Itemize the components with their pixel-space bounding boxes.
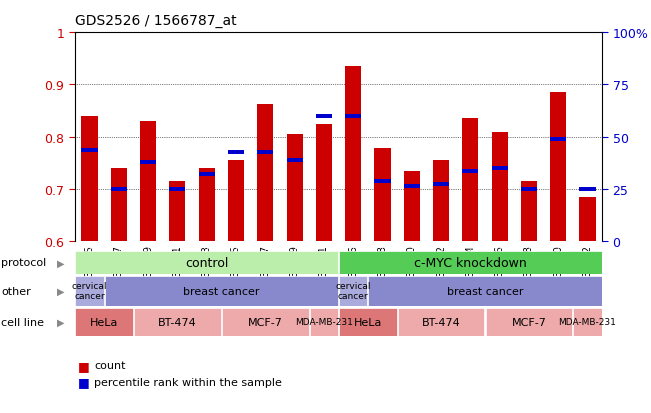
Bar: [404, 171, 420, 242]
Bar: [257, 105, 273, 242]
Text: percentile rank within the sample: percentile rank within the sample: [94, 377, 283, 387]
Bar: [374, 180, 391, 184]
Bar: [316, 124, 332, 242]
Bar: [286, 135, 303, 242]
Bar: [579, 197, 596, 242]
Text: cell line: cell line: [1, 317, 44, 327]
Text: MCF-7: MCF-7: [512, 317, 546, 327]
Text: c-MYC knockdown: c-MYC knockdown: [414, 256, 527, 269]
Bar: [345, 114, 361, 119]
FancyBboxPatch shape: [339, 251, 602, 274]
FancyBboxPatch shape: [222, 308, 309, 336]
Bar: [521, 188, 537, 192]
Bar: [140, 160, 156, 164]
Text: MCF-7: MCF-7: [248, 317, 283, 327]
Text: ▶: ▶: [57, 258, 64, 268]
Bar: [111, 169, 127, 242]
Text: BT-474: BT-474: [158, 317, 197, 327]
Bar: [374, 149, 391, 242]
Text: count: count: [94, 361, 126, 370]
Bar: [492, 133, 508, 242]
Bar: [286, 159, 303, 163]
Bar: [579, 188, 596, 192]
FancyBboxPatch shape: [368, 276, 602, 306]
Bar: [228, 161, 244, 242]
Text: MDA-MB-231: MDA-MB-231: [295, 318, 353, 327]
Bar: [462, 169, 478, 173]
Text: cervical
cancer: cervical cancer: [335, 281, 371, 301]
FancyBboxPatch shape: [486, 308, 572, 336]
Bar: [81, 148, 98, 152]
FancyBboxPatch shape: [339, 308, 396, 336]
Bar: [199, 169, 215, 242]
Text: ■: ■: [78, 375, 90, 389]
Text: MDA-MB-231: MDA-MB-231: [559, 318, 616, 327]
Text: HeLa: HeLa: [353, 317, 382, 327]
Text: cervical
cancer: cervical cancer: [72, 281, 107, 301]
Bar: [257, 151, 273, 155]
Text: ▶: ▶: [57, 317, 64, 327]
Bar: [316, 114, 332, 119]
Text: ■: ■: [78, 359, 90, 372]
Bar: [404, 185, 420, 189]
FancyBboxPatch shape: [574, 308, 602, 336]
Text: control: control: [185, 256, 229, 269]
FancyBboxPatch shape: [76, 251, 338, 274]
Bar: [345, 67, 361, 242]
Bar: [169, 182, 186, 242]
Bar: [492, 166, 508, 171]
FancyBboxPatch shape: [310, 308, 338, 336]
Text: breast cancer: breast cancer: [447, 286, 523, 296]
Bar: [462, 119, 478, 242]
Bar: [550, 138, 566, 142]
Bar: [81, 116, 98, 242]
Text: protocol: protocol: [1, 258, 47, 268]
Text: GDS2526 / 1566787_at: GDS2526 / 1566787_at: [75, 14, 236, 28]
Bar: [169, 188, 186, 192]
Text: HeLa: HeLa: [90, 317, 118, 327]
FancyBboxPatch shape: [339, 276, 367, 306]
FancyBboxPatch shape: [398, 308, 484, 336]
FancyBboxPatch shape: [134, 308, 221, 336]
Bar: [199, 173, 215, 177]
Text: ▶: ▶: [57, 286, 64, 296]
Bar: [550, 93, 566, 242]
Bar: [111, 188, 127, 192]
Text: BT-474: BT-474: [422, 317, 460, 327]
Bar: [521, 182, 537, 242]
Bar: [228, 151, 244, 155]
FancyBboxPatch shape: [76, 276, 104, 306]
Bar: [433, 182, 449, 186]
Bar: [433, 161, 449, 242]
FancyBboxPatch shape: [105, 276, 338, 306]
Text: breast cancer: breast cancer: [183, 286, 260, 296]
Text: other: other: [1, 286, 31, 296]
Bar: [140, 122, 156, 242]
FancyBboxPatch shape: [76, 308, 133, 336]
